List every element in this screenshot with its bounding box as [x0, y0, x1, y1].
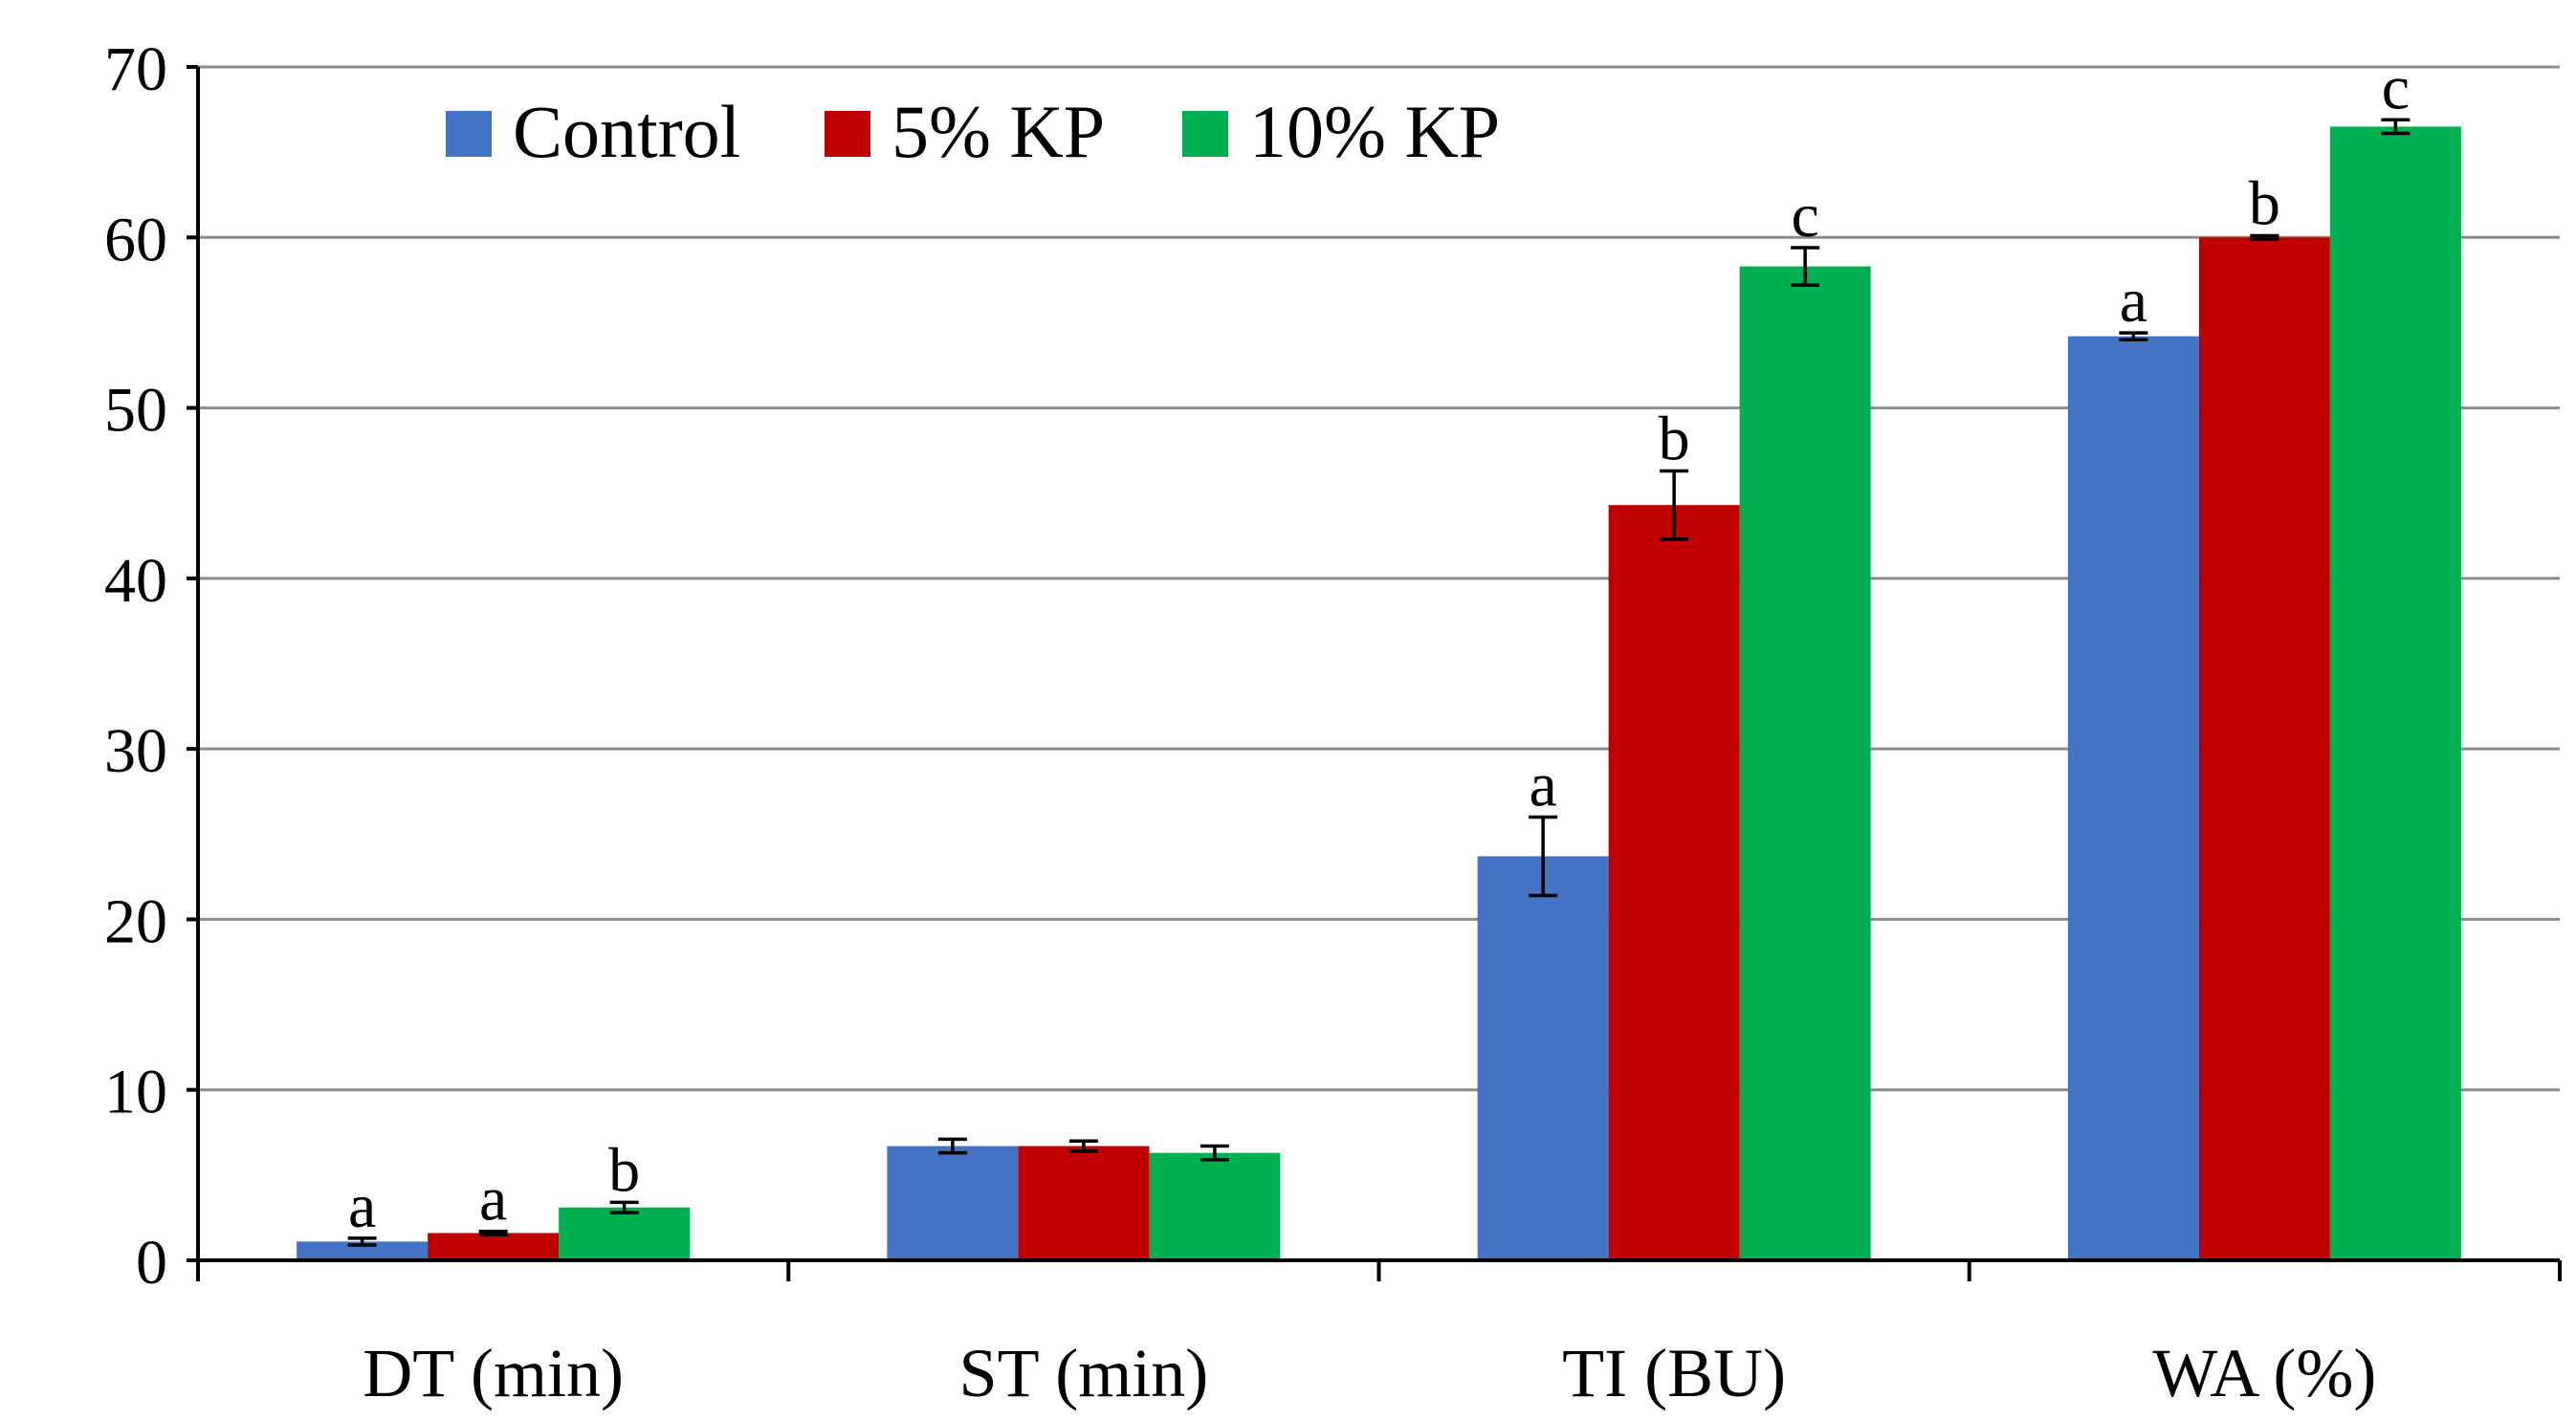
bar-control-0 [297, 1241, 429, 1260]
legend: Control 5% KP 10% KP [446, 90, 1500, 173]
significance-label: b [1659, 404, 1690, 474]
gridlines [198, 65, 2560, 1092]
y-tick-label: 10 [104, 1058, 167, 1127]
bars [297, 126, 2461, 1261]
significance-label: a [2120, 266, 2147, 336]
x-category-label: TI (BU) [1562, 1335, 1786, 1411]
significance-label: c [2382, 53, 2410, 122]
x-category-label: DT (min) [363, 1335, 624, 1411]
bar-10-kp-0 [559, 1207, 691, 1260]
legend-label: 10% KP [1249, 90, 1500, 173]
significance-label: b [2249, 169, 2280, 239]
bar-5-kp-1 [1018, 1146, 1150, 1260]
x-axis-ticks: DT (min) ST (min) TI (BU) WA (%) [196, 1260, 2562, 1411]
legend-swatch-5-kp [825, 111, 870, 157]
y-tick-label: 50 [104, 376, 167, 446]
x-category-label: WA (%) [2152, 1335, 2376, 1411]
axes [187, 67, 2560, 1262]
error-bars [347, 118, 2411, 1247]
legend-label: 5% KP [892, 90, 1105, 173]
legend-swatch-control [446, 111, 492, 157]
y-tick-label: 20 [104, 886, 167, 956]
y-tick-label: 70 [104, 34, 167, 104]
bar-5-kp-2 [1608, 505, 1740, 1260]
bar-control-2 [1477, 856, 1609, 1260]
bar-10-kp-1 [1149, 1152, 1281, 1260]
significance-label: a [1529, 750, 1556, 819]
significance-label: a [348, 1171, 376, 1241]
bar-10-kp-3 [2329, 126, 2461, 1260]
significance-label: b [608, 1135, 640, 1205]
y-tick-label: 60 [104, 205, 167, 274]
y-tick-label: 30 [104, 716, 167, 786]
significance-label: a [479, 1165, 507, 1234]
y-tick-label: 0 [136, 1228, 167, 1298]
x-category-label: ST (min) [959, 1335, 1209, 1411]
bar-control-1 [887, 1146, 1019, 1260]
significance-labels: a a b a b c a b c [348, 53, 2410, 1241]
bar-control-3 [2067, 336, 2199, 1261]
legend-label: Control [513, 90, 740, 173]
y-axis-ticks: 0 10 20 30 40 50 60 70 [104, 34, 198, 1298]
legend-swatch-10-kp [1182, 111, 1228, 157]
significance-label: c [1791, 181, 1818, 251]
y-tick-label: 40 [104, 546, 167, 616]
bar-5-kp-3 [2198, 237, 2330, 1260]
bar-10-kp-2 [1739, 266, 1871, 1261]
bar-5-kp-0 [428, 1233, 560, 1260]
